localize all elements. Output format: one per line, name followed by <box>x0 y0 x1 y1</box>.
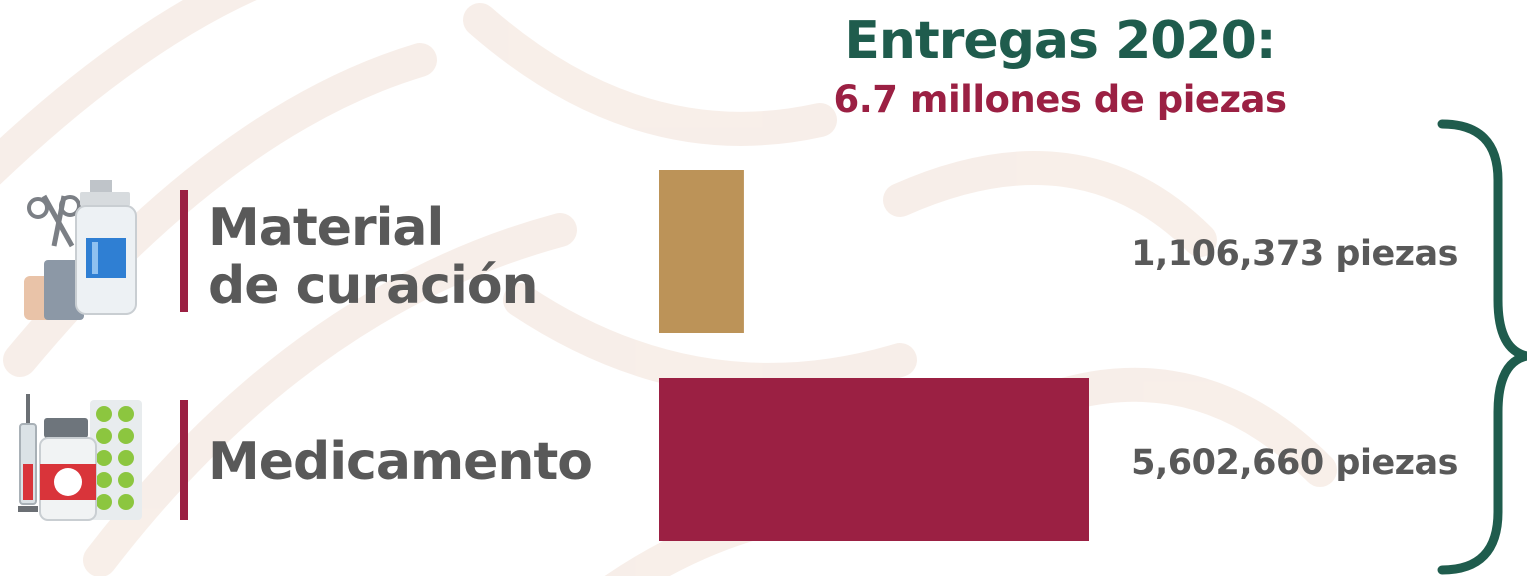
bar-medicamento <box>659 378 1089 541</box>
medical-supplies-icon <box>24 180 137 320</box>
bar-material <box>659 170 744 333</box>
category-label-material-line2: de curación <box>208 256 539 316</box>
chart-title: Entregas 2020: <box>844 11 1276 71</box>
accent-line-medicamento <box>180 400 188 520</box>
value-label-medicamento: 5,602,660 piezas <box>1131 443 1458 483</box>
accent-line-material <box>180 190 188 312</box>
value-label-material: 1,106,373 piezas <box>1131 234 1458 274</box>
chart-subtitle: 6.7 millones de piezas <box>833 78 1287 121</box>
category-label-medicamento: Medicamento <box>208 432 593 492</box>
medicine-icon <box>18 394 142 521</box>
category-label-material-line1: Material <box>208 198 444 258</box>
